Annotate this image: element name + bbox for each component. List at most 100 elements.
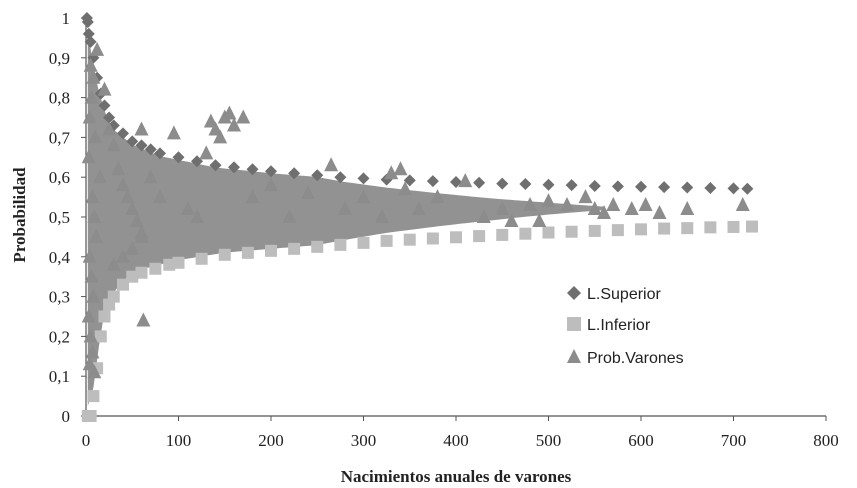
prob-varones-point	[338, 201, 352, 216]
y-tick-label: 0,2	[49, 327, 70, 346]
l-superior-point	[426, 175, 439, 188]
prob-varones-point	[578, 189, 593, 204]
prob-varones-point	[638, 197, 653, 212]
prob-varones-point	[412, 201, 426, 216]
prob-varones-point	[116, 177, 130, 192]
prob-varones-point	[624, 201, 639, 216]
prob-varones-point	[375, 209, 389, 223]
l-superior-point	[228, 161, 240, 174]
legend-label: L.Inferior	[587, 317, 651, 334]
y-tick-label: 0,5	[49, 208, 70, 227]
x-axis-title: Nacimientos anuales de varones	[341, 467, 572, 486]
x-tick-label: 400	[443, 431, 469, 450]
prob-varones-point	[245, 189, 260, 204]
prob-varones-point	[213, 129, 228, 144]
l-inferior-point	[403, 233, 416, 246]
l-superior-point	[103, 111, 116, 124]
l-superior-point	[565, 179, 578, 192]
prob-varones-point	[102, 121, 117, 136]
l-inferior-point	[635, 223, 647, 236]
l-superior-point	[588, 179, 601, 192]
prob-varones-point	[88, 129, 103, 144]
l-inferior-point	[565, 225, 578, 238]
l-superior-point	[311, 169, 324, 182]
l-inferior-point	[727, 220, 740, 233]
prob-varones-point	[606, 197, 621, 212]
prob-varones-point	[166, 125, 181, 140]
l-superior-point	[496, 177, 509, 190]
l-inferior-point	[288, 242, 301, 255]
l-inferior-point	[135, 266, 148, 279]
l-superior-point	[704, 181, 717, 194]
prob-varones-point	[87, 209, 102, 223]
x-tick-label: 700	[721, 431, 747, 450]
prob-varones-point	[83, 328, 98, 343]
prob-varones-point	[82, 248, 97, 263]
prob-varones-point	[92, 169, 107, 184]
l-superior-point	[107, 119, 120, 132]
prob-varones-point	[84, 268, 99, 283]
l-inferior-point	[94, 330, 107, 343]
l-superior-point	[84, 35, 97, 48]
prob-varones-point	[495, 201, 510, 216]
y-tick-label: 0,6	[49, 168, 70, 187]
prob-varones-point	[393, 161, 408, 176]
l-superior-point	[154, 147, 166, 160]
l-inferior-point	[380, 234, 393, 247]
l-inferior-point	[98, 310, 111, 323]
prob-varones-point	[81, 149, 96, 164]
prob-varones-point	[180, 201, 195, 216]
l-superior-point	[741, 182, 754, 195]
prob-varones-point	[85, 189, 100, 204]
l-inferior-point	[163, 258, 176, 271]
probability-cloud	[87, 31, 605, 407]
prob-varones-point	[301, 185, 315, 200]
prob-varones-point	[143, 169, 158, 184]
legend-marker-l-inferior	[567, 317, 581, 331]
l-superior-point	[357, 172, 370, 185]
l-inferior-point	[218, 248, 231, 261]
prob-varones-point	[504, 212, 519, 227]
l-superior-point	[473, 176, 486, 189]
l-superior-point	[172, 151, 185, 164]
l-superior-point	[82, 27, 95, 40]
prob-varones-point	[236, 109, 251, 124]
legend-marker-l-superior	[567, 286, 581, 300]
l-inferior-point	[519, 227, 532, 240]
data-marks	[80, 12, 758, 422]
l-inferior-point	[704, 221, 717, 234]
l-inferior-point	[746, 220, 758, 233]
l-superior-point	[658, 181, 671, 194]
prob-varones-point	[523, 197, 537, 212]
prob-varones-point	[532, 212, 547, 227]
prob-varones-point	[458, 173, 473, 188]
prob-varones-point	[90, 41, 105, 56]
prob-varones-point	[134, 228, 149, 243]
l-superior-point	[681, 181, 694, 194]
l-inferior-point	[658, 222, 671, 235]
l-inferior-point	[450, 231, 462, 244]
prob-varones-point	[227, 117, 241, 132]
y-tick-label: 0,4	[49, 248, 71, 267]
legend-label: Prob.Varones	[587, 350, 684, 367]
prob-varones-point	[384, 165, 399, 180]
prob-varones-point	[86, 288, 101, 303]
y-tick-label: 0,1	[49, 367, 70, 386]
prob-varones-point	[560, 197, 574, 212]
prob-varones-point	[86, 69, 101, 84]
prob-varones-point	[356, 189, 371, 204]
l-superior-point	[542, 178, 555, 191]
prob-varones-point	[153, 189, 167, 204]
l-inferior-point	[195, 252, 208, 265]
prob-varones-point	[129, 212, 144, 227]
x-tick-label: 300	[351, 431, 377, 450]
prob-varones-point	[85, 344, 100, 359]
prob-varones-point	[735, 197, 750, 212]
prob-varones-point	[282, 209, 297, 223]
prob-varones-point	[106, 137, 121, 152]
prob-varones-point	[222, 105, 237, 120]
prob-varones-point	[476, 209, 491, 223]
x-tick-label: 200	[258, 431, 284, 450]
l-inferior-point	[611, 224, 624, 237]
x-tick-label: 500	[536, 431, 562, 450]
